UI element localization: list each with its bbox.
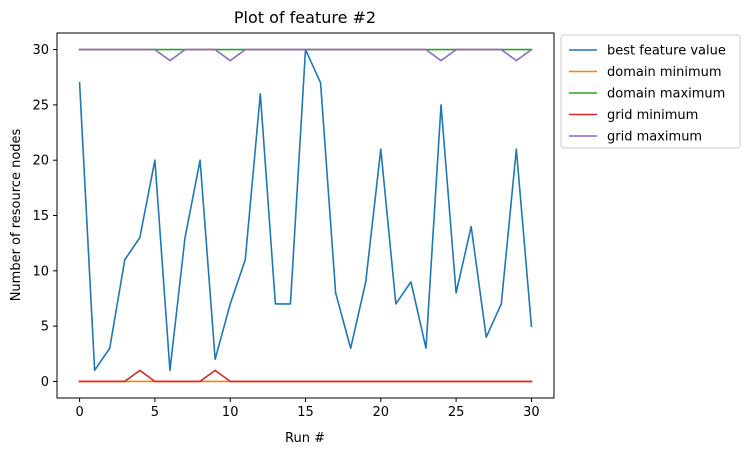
- legend-label-3: grid minimum: [607, 108, 698, 123]
- y-tick-label-4: 20: [32, 154, 49, 169]
- y-axis: 0 5 10 15 20 25 30: [32, 43, 57, 390]
- x-tick-label-3: 15: [297, 405, 314, 420]
- plot-lines: [78, 48, 533, 383]
- x-tick-label-2: 10: [222, 405, 239, 420]
- x-tick-label-6: 30: [523, 405, 540, 420]
- legend-label-4: grid maximum: [607, 130, 702, 145]
- x-axis-label: Run #: [285, 431, 325, 446]
- legend-label-1: domain minimum: [607, 65, 722, 80]
- legend-label-2: domain maximum: [607, 87, 725, 102]
- legend: best feature value domain minimum domain m…: [560, 34, 741, 149]
- y-tick-label-6: 30: [32, 43, 49, 58]
- y-axis-label: Number of resource nodes: [9, 128, 24, 301]
- y-tick-label-0: 0: [41, 375, 49, 390]
- x-tick-label-0: 0: [75, 405, 83, 420]
- legend-label-0: best feature value: [607, 44, 726, 59]
- x-tick-label-4: 20: [373, 405, 390, 420]
- series-line-3: [78, 369, 533, 383]
- x-axis: 0 5 10 15 20 25 30: [75, 398, 540, 420]
- x-tick-label-5: 25: [448, 405, 465, 420]
- chart-title: Plot of feature #2: [234, 8, 376, 27]
- y-tick-label-3: 15: [32, 209, 49, 224]
- x-tick-label-1: 5: [151, 405, 159, 420]
- y-tick-label-5: 25: [32, 98, 49, 113]
- y-tick-label-2: 10: [32, 264, 49, 279]
- y-tick-label-1: 5: [41, 320, 49, 335]
- series-line-4: [78, 48, 533, 62]
- legend-frame: [560, 34, 741, 149]
